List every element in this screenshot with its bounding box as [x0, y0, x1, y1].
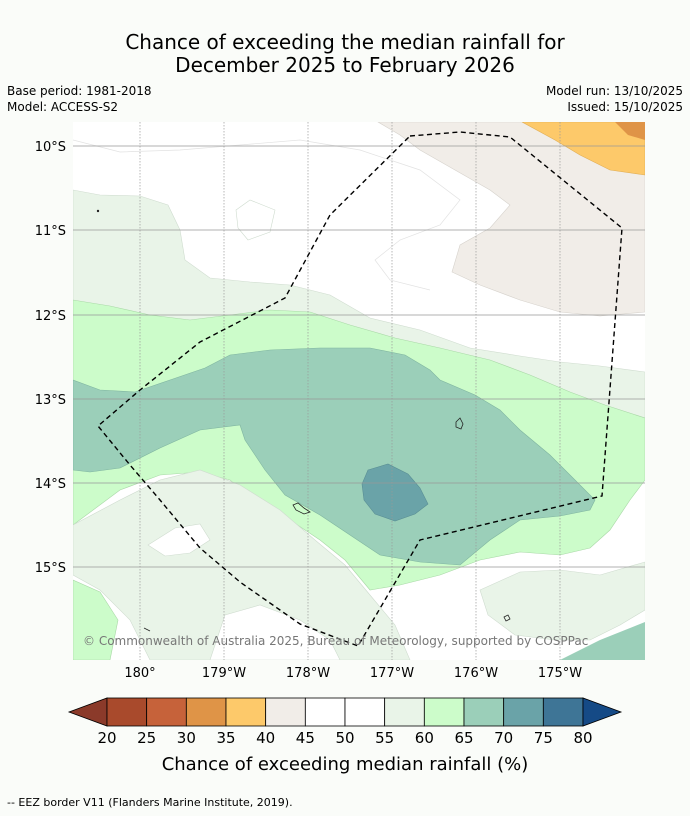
colorbar-tick-label: 45 [296, 729, 315, 747]
eez-border [97, 131, 623, 647]
lon-label: 177°W [370, 666, 414, 681]
lat-label: 14°S [35, 477, 66, 492]
colorbar-tick-label: 70 [494, 729, 513, 747]
probability-65-70-area-lower-right [560, 622, 645, 660]
lon-label: 175°W [538, 666, 582, 681]
gridlines [73, 122, 645, 660]
colorbar-cell [542, 697, 584, 727]
colorbar-cell [146, 697, 187, 727]
colorbar-tick-label: 30 [177, 729, 196, 747]
colorbar-tick-label: 20 [97, 729, 116, 747]
title-line-2: December 2025 to February 2026 [175, 53, 515, 77]
colorbar-tick-label: 25 [137, 729, 156, 747]
issued-date: Issued: 15/10/2025 [567, 100, 683, 114]
model-name: Model: ACCESS-S2 [7, 100, 119, 114]
map-area: © Commonwealth of Australia 2025, Bureau… [73, 122, 645, 660]
probability-35-40-area [521, 122, 645, 176]
model-run: Model run: 13/10/2025 [545, 84, 683, 98]
lat-label: 12°S [35, 309, 66, 324]
colorbar-cell [106, 697, 148, 727]
colorbar-label: Chance of exceeding median rainfall (%) [162, 754, 529, 775]
lon-label: 179°W [202, 666, 246, 681]
colorbar-tick-label: 75 [534, 729, 553, 747]
colorbar-tick-label: 65 [454, 729, 473, 747]
probability-45-55-spot-bottom [209, 604, 341, 660]
base-period: Base period: 1981-2018 [7, 84, 152, 98]
island [503, 614, 511, 622]
colorbar-cell [463, 697, 505, 727]
colorbar-cell [304, 697, 346, 727]
colorbar-tick-label: 35 [216, 729, 235, 747]
eez-legend: -- EEZ border V11 (Flanders Marine Insti… [7, 796, 293, 809]
island [143, 627, 151, 632]
contour-line [73, 139, 461, 291]
colorbar-cell [265, 697, 306, 727]
colorbar: 20 25 30 35 40 45 50 55 60 65 70 75 80 Chance of exc… [67, 697, 623, 775]
probability-40-45-area [377, 122, 645, 317]
colorbar-cell [384, 697, 425, 727]
island [455, 417, 464, 430]
longitude-labels: 180° 179°W 178°W 177°W 176°W 175°W [124, 666, 582, 681]
title-line-1: Chance of exceeding the median rainfall … [125, 30, 565, 54]
lat-label: 10°S [35, 140, 66, 155]
latitude-labels: 10°S 11°S 12°S 13°S 14°S 15°S [35, 140, 66, 576]
lat-label: 13°S [35, 393, 66, 408]
colorbar-tick-label: 40 [256, 729, 275, 747]
copyright-text: © Commonwealth of Australia 2025, Bureau… [83, 634, 588, 648]
probability-55-60-area-lower [73, 469, 411, 660]
probability-45-55-spot-left [147, 523, 211, 557]
lon-label: 180° [124, 666, 155, 681]
probability-65-70-area [73, 347, 596, 566]
lat-label: 11°S [35, 224, 66, 239]
probability-55-60-area-lower-right [479, 561, 645, 641]
colorbar-low-extension [67, 697, 108, 727]
colorbar-high-extension [582, 697, 623, 727]
lon-label: 176°W [454, 666, 498, 681]
colorbar-tick-label: 60 [415, 729, 434, 747]
colorbar-cell [225, 697, 267, 727]
lat-label: 15°S [35, 561, 66, 576]
colorbar-tick-label: 50 [335, 729, 354, 747]
islands [96, 209, 511, 632]
probability-60-65-area-lower-left [73, 579, 119, 660]
colorbar-cell [423, 697, 465, 727]
colorbar-cell [503, 697, 544, 727]
colorbar-cell [344, 697, 386, 727]
lon-label: 178°W [286, 666, 330, 681]
colorbar-cell [185, 697, 227, 727]
island [292, 502, 311, 515]
colorbar-tick-label: 55 [375, 729, 394, 747]
meta-left: Base period: 1981-2018 Model: ACCESS-S2 [7, 83, 152, 115]
island [96, 209, 100, 213]
chart-title: Chance of exceeding the median rainfall … [0, 31, 690, 77]
meta-right: Model run: 13/10/2025 Issued: 15/10/2025 [546, 83, 683, 115]
probability-30-35-area [615, 122, 645, 140]
colorbar-tick-label: 80 [573, 729, 592, 747]
probability-70-75-area [361, 463, 429, 522]
